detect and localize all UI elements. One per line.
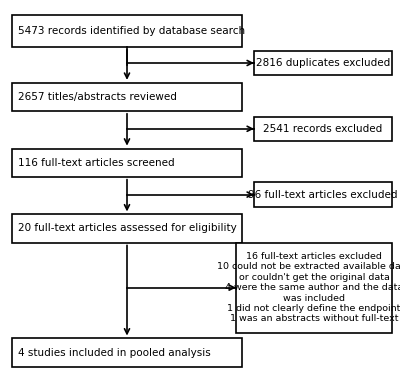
FancyBboxPatch shape (254, 117, 392, 141)
FancyBboxPatch shape (12, 15, 242, 47)
Text: 20 full-text articles assessed for eligibility: 20 full-text articles assessed for eligi… (18, 223, 237, 233)
Text: 96 full-text articles excluded: 96 full-text articles excluded (248, 190, 398, 200)
Text: 4 studies included in pooled analysis: 4 studies included in pooled analysis (18, 347, 211, 358)
Text: 2657 titles/abstracts reviewed: 2657 titles/abstracts reviewed (18, 92, 177, 102)
FancyBboxPatch shape (12, 214, 242, 243)
FancyBboxPatch shape (12, 338, 242, 367)
Text: 5473 records identified by database search: 5473 records identified by database sear… (18, 26, 245, 36)
Text: 2541 records excluded: 2541 records excluded (263, 124, 383, 134)
Text: 2816 duplicates excluded: 2816 duplicates excluded (256, 58, 390, 68)
FancyBboxPatch shape (12, 83, 242, 111)
FancyBboxPatch shape (12, 149, 242, 177)
FancyBboxPatch shape (254, 51, 392, 75)
FancyBboxPatch shape (254, 182, 392, 207)
FancyBboxPatch shape (236, 243, 392, 333)
Text: 16 full-text articles excluded
10 could not be extracted available data
or could: 16 full-text articles excluded 10 could … (217, 252, 400, 323)
Text: 116 full-text articles screened: 116 full-text articles screened (18, 158, 175, 168)
